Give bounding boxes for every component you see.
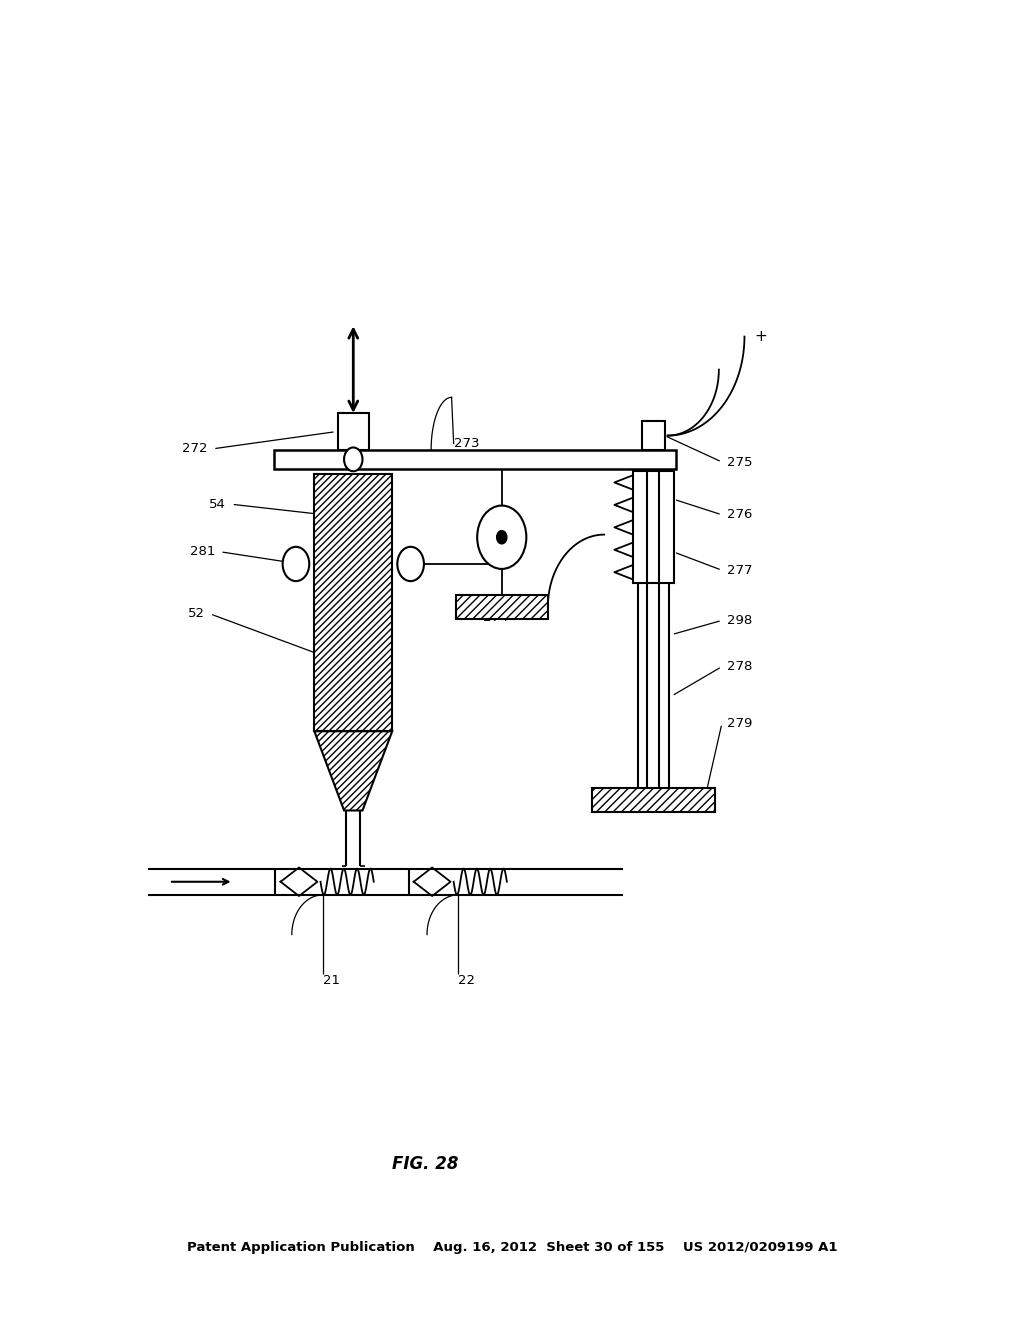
Bar [456,595,548,619]
Text: 298: 298 [727,614,753,627]
Text: FIG. 28: FIG. 28 [392,1155,458,1173]
Text: 22: 22 [458,974,475,987]
Bar [592,788,715,812]
Bar [338,413,369,450]
Bar [642,421,665,450]
Bar [456,595,548,619]
Circle shape [397,546,424,581]
Text: 275: 275 [727,455,753,469]
Text: 272: 272 [182,442,208,455]
Circle shape [344,447,362,471]
Circle shape [477,506,526,569]
Text: 281: 281 [189,545,215,558]
Text: 278: 278 [727,660,753,673]
Bar [633,471,674,583]
Text: 273: 273 [454,437,479,450]
Circle shape [497,531,507,544]
Polygon shape [314,731,392,810]
Bar [314,474,392,731]
Bar [592,788,715,812]
Text: +: + [755,329,767,345]
Text: 52: 52 [187,607,205,620]
Text: 54: 54 [210,498,226,511]
Polygon shape [274,450,676,469]
Text: 21: 21 [323,974,340,987]
Text: 274: 274 [483,611,509,624]
Bar [314,474,392,731]
Text: 277: 277 [727,564,753,577]
Text: 276: 276 [727,508,753,521]
Text: 279: 279 [727,717,753,730]
Circle shape [283,546,309,581]
Text: Patent Application Publication    Aug. 16, 2012  Sheet 30 of 155    US 2012/0209: Patent Application Publication Aug. 16, … [186,1241,838,1254]
